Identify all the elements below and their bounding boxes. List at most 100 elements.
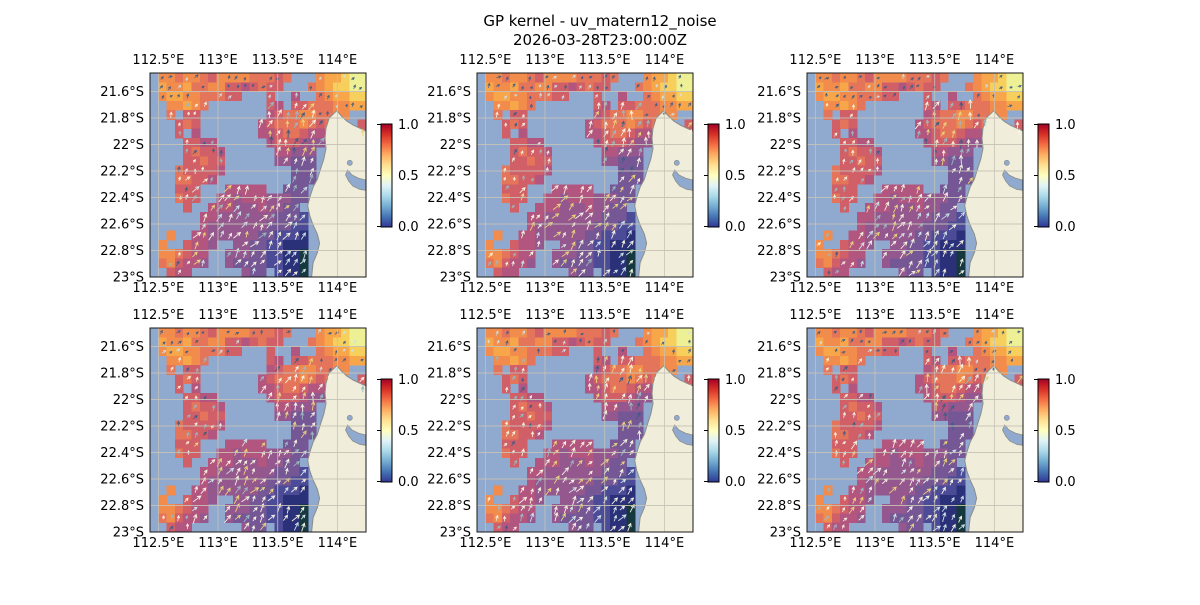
heatmap-cell xyxy=(357,73,367,83)
heatmap-cell xyxy=(166,249,176,259)
heatmap-cell xyxy=(601,249,611,259)
heatmap-cell xyxy=(651,91,661,102)
heatmap-cell xyxy=(535,73,544,83)
quiver-arrow xyxy=(588,120,593,129)
land-polygon xyxy=(634,365,694,533)
quiver-arrow xyxy=(603,74,608,79)
quiver-arrow xyxy=(225,202,232,210)
quiver-arrow xyxy=(178,176,181,181)
quiver-arrow xyxy=(319,358,323,363)
quiver-arrow xyxy=(661,94,665,100)
heatmap-cell xyxy=(510,392,519,403)
colorbar-bar xyxy=(1038,124,1049,227)
quiver-arrow xyxy=(236,185,241,195)
quiver-arrow xyxy=(842,411,846,418)
quiver-arrow xyxy=(185,102,191,107)
quiver-arrow xyxy=(293,461,301,467)
colorbar: 1.00.50.0 xyxy=(377,373,419,490)
quiver-arrow xyxy=(522,330,526,336)
quiver-arrow xyxy=(924,383,929,394)
heatmap-cell xyxy=(274,119,284,130)
heatmap-cell xyxy=(931,202,941,213)
heatmap-cell xyxy=(493,73,503,83)
heatmap-cell xyxy=(840,110,849,120)
quiver-arrow xyxy=(959,384,963,390)
heatmap-cell xyxy=(848,439,858,449)
heatmap-cell xyxy=(510,202,519,213)
quiver-arrow xyxy=(537,486,542,494)
heatmap-cell xyxy=(291,193,300,204)
heatmap-cell xyxy=(948,175,957,185)
quiver-arrow xyxy=(243,460,248,466)
heatmap-cell xyxy=(634,110,644,120)
heatmap-cell xyxy=(249,337,259,347)
heatmap-cell xyxy=(865,156,874,167)
quiver-arrow xyxy=(512,526,517,531)
heatmap-cell xyxy=(543,476,553,487)
heatmap-cell xyxy=(241,202,251,213)
quiver-arrow xyxy=(594,110,600,118)
quiver-arrow xyxy=(849,240,854,249)
quiver-arrow xyxy=(236,84,240,89)
small-lake xyxy=(673,159,680,166)
quiver-arrow xyxy=(234,514,242,520)
heatmap-cell xyxy=(931,392,941,403)
heatmap-cell xyxy=(199,175,209,185)
heatmap-cell xyxy=(948,392,957,403)
heatmap-cell xyxy=(856,249,866,259)
heatmap-cell xyxy=(501,504,511,514)
heatmap-cell xyxy=(216,448,226,459)
heatmap-cell xyxy=(518,337,528,347)
quiver-arrow xyxy=(512,404,516,410)
quiver-arrow xyxy=(926,340,930,343)
quiver-arrow xyxy=(505,386,509,393)
heatmap-cell xyxy=(510,448,519,459)
quiver-arrow xyxy=(620,496,626,503)
quiver-arrow xyxy=(575,212,584,219)
quiver-arrow xyxy=(611,497,619,505)
quiver-arrow xyxy=(968,402,973,411)
heatmap-cell xyxy=(274,365,284,375)
heatmap-cell xyxy=(576,457,586,468)
quiver-arrow xyxy=(259,375,265,382)
heatmap-cell xyxy=(208,212,217,222)
quiver-arrow xyxy=(168,262,173,266)
quiver-arrow xyxy=(576,497,585,504)
heatmap-cell xyxy=(274,328,284,338)
quiver-layer xyxy=(816,329,1024,532)
colorbar-tick-label: 0.0 xyxy=(398,220,419,235)
quiver-arrow xyxy=(824,515,830,521)
quiver-arrow xyxy=(495,84,501,88)
quiver-arrow xyxy=(627,148,632,157)
y-tick-label: 22.2°S xyxy=(100,420,144,435)
heatmap-cell xyxy=(291,147,300,157)
heatmap-cell xyxy=(274,258,284,269)
heatmap-cell xyxy=(307,337,317,347)
quiver-arrow xyxy=(308,102,315,111)
x-tick-label-top: 112.5°E xyxy=(459,308,511,323)
quiver-arrow xyxy=(924,230,930,242)
quiver-arrow xyxy=(300,411,305,420)
heatmap-cell xyxy=(898,522,908,533)
quiver-arrow xyxy=(292,271,298,276)
quiver-arrow xyxy=(176,330,182,334)
heatmap-cell xyxy=(299,439,309,449)
heatmap-cell xyxy=(568,82,578,92)
heatmap-cell xyxy=(873,202,883,213)
quiver-arrow xyxy=(899,330,903,334)
heatmap-cell xyxy=(856,73,866,83)
quiver-arrow xyxy=(1008,340,1013,344)
heatmap-cell xyxy=(634,374,644,385)
quiver-arrow xyxy=(353,339,357,344)
heatmap-cell xyxy=(890,448,899,459)
quiver-arrow xyxy=(670,101,673,107)
quiver-arrow xyxy=(521,229,525,239)
heatmap-cell xyxy=(593,467,603,477)
colorbar-tick-label: 0.0 xyxy=(725,475,746,490)
heatmap-cell xyxy=(357,337,367,347)
heatmap-cell xyxy=(307,383,317,394)
heatmap-cell xyxy=(543,221,553,232)
heatmap-cell xyxy=(291,448,300,459)
quiver-arrow xyxy=(178,130,182,136)
